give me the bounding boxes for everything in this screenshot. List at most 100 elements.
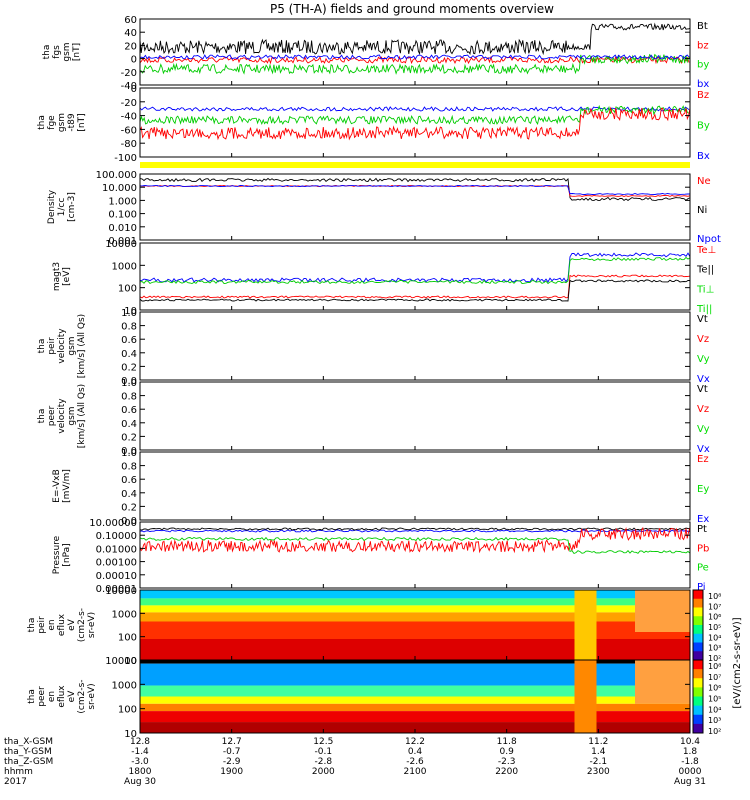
colorbar-segment [693,598,703,608]
colorbar-tick-label: 10⁷ [708,602,721,611]
y-tick-label: 1000 [112,261,137,272]
ti-perp-series-line [139,256,691,285]
colorbar-tick-label: 10⁷ [708,673,721,682]
pb-series-line [139,526,691,554]
x-axis-value: 0000 [679,767,702,777]
colorbar-tick-label: 10² [708,727,721,736]
y-tick-label: 0.00100 [96,558,137,569]
y-tick-label: 0.8 [121,322,137,333]
spectrogram-band [140,605,690,613]
y-axis-label: eflux [57,613,67,636]
flag-bar [140,162,690,168]
x-axis-value: 0.9 [500,747,515,757]
legend-entry: Npot [697,234,721,245]
legend-entry: Vx [697,444,710,455]
y-axis-label: (cm2-s- [77,608,87,642]
panel-peer_velocity: 1.0 0.8 0.6 0.4 0.2 0.0 tha peer velocity gsm [km/… [37,378,710,457]
x-axis-value: -0.7 [223,747,241,757]
y-tick-label: 0.0 [121,376,137,387]
y-tick-label: 0.6 [121,335,137,346]
panel-frame [139,18,691,86]
bx-series-line [139,106,690,112]
y-tick-label: 40 [124,28,137,39]
y-tick-label: 1.0 [121,308,137,319]
colorbar-frame [692,659,704,734]
te-par-series-line [139,252,691,283]
colorbar-tick-label: 10⁵ [708,695,721,704]
y-tick-label: 0.010 [108,223,137,234]
pt-series-line [139,527,691,531]
x-axis-value: Aug 31 [674,777,706,787]
legend-entry: Ex [697,514,709,525]
colorbar-segment [693,590,703,600]
x-axis-value: 1.8 [683,747,698,757]
legend-entry: Vy [697,354,710,365]
legend-entry: Vy [697,424,710,435]
y-axis-label: Density [47,189,57,224]
npot-series-line [139,185,690,195]
y-tick-label: 0.01000 [96,544,137,555]
x-axis-row-label: hhmm [4,767,33,777]
x-axis-value: -2.3 [498,757,516,767]
legend-entry: Bx [697,151,710,162]
spectrogram-band [140,663,690,686]
x-axis-value: 1.4 [591,747,606,757]
y-axis-label: tha [37,115,47,130]
y-tick-label: -20 [121,98,137,109]
y-axis-label: -t89 [67,113,77,132]
spectrogram-disturbance [635,660,690,704]
y-tick-label: 1000 [112,609,137,620]
y-axis-label: sr-eV) [87,683,97,709]
spectrogram-band [140,685,690,697]
y-tick-label: 1.0 [121,448,137,459]
y-tick-label: 10.00000 [89,518,137,529]
legend-entry: Pb [697,543,709,554]
y-axis-label: tha [27,689,37,704]
colorbar-segment [693,705,703,716]
y-axis-label: fge [47,115,57,130]
panel-efield: 1.0 0.8 0.6 0.4 0.2 0.0 E=-VxB [mV/m] Ez Ey Ex [52,448,709,527]
y-tick-label: 1.0 [121,378,137,389]
colorbar-segment [693,696,703,707]
legend-entry: Ti⊥ [696,284,714,295]
panel-peir_velocity: 1.0 0.8 0.6 0.4 0.2 0.0 tha peir velocity gsm [km/… [37,308,710,387]
x-axis-value: -3.0 [131,757,149,767]
x-axis-value: -2.9 [223,757,241,767]
y-tick-label: 0.100 [108,210,137,221]
legend-entry: Vx [697,374,710,385]
y-tick-label: -40 [121,81,137,92]
panel-temperature: 10000 1000 100 10 magt3 [eV] Te⊥ Te|| Ti⊥ Ti|| [52,239,716,317]
y-axis-label: velocity [57,328,67,364]
y-axis-label: gsm [57,113,67,132]
y-tick-label: -100 [114,153,137,164]
panel-fgs: 60 40 20 0 -20 -40 tha fgs gsm [nT] Bt bz by bx [42,15,709,92]
x-axis-value: -0.1 [315,747,333,757]
y-tick-label: 0.8 [121,392,137,403]
y-tick-label: 60 [124,15,137,26]
y-axis-label: E=-VxB [52,469,62,503]
y-tick-label: 10000 [105,586,137,597]
y-axis-label: velocity [57,398,67,434]
y-axis-label: peer [47,405,57,426]
y-tick-label: 10 [124,306,137,317]
y-axis-label: gsm [67,336,77,355]
x-axis-annotation: tha_X-GSM 12.8 12.7 12.5 12.2 11.8 11.2 10.4 tha… [4,737,706,787]
panel-fge: 0 -20 -40 -60 -80 -100 tha fge gsm -t89 [nT] Bz By Bx [37,84,710,164]
x-axis-value: 2100 [404,767,427,777]
legend-entry: bz [697,40,709,51]
y-axis-label: [nT] [77,113,87,131]
y-tick-label: 10000 [105,656,137,667]
x-axis-value: 11.8 [497,737,517,747]
spectrogram-band [140,598,690,606]
colorbar-tick-label: 10⁸ [708,662,721,671]
legend-entry: Bt [697,21,708,32]
colorbar-tick-label: 10⁴ [708,633,721,642]
y-tick-label: 100 [118,284,137,295]
legend-entry: Pt [697,524,707,535]
spectrogram-band [140,703,690,712]
legend-entry: Pi [697,582,706,593]
x-axis-value: 11.2 [588,737,608,747]
panel-frame [139,381,691,451]
x-axis-value: 1800 [129,767,152,777]
